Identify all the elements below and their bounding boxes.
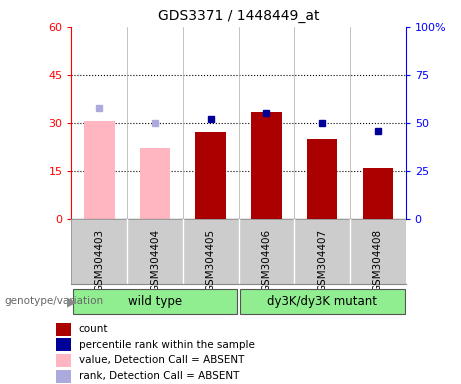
Text: GSM304408: GSM304408 xyxy=(373,229,383,292)
Text: rank, Detection Call = ABSENT: rank, Detection Call = ABSENT xyxy=(79,371,239,381)
Text: genotype/variation: genotype/variation xyxy=(5,296,104,306)
Bar xyxy=(307,139,337,219)
Bar xyxy=(195,132,226,219)
Bar xyxy=(362,168,393,219)
Text: GSM304403: GSM304403 xyxy=(95,229,104,292)
Text: ▶: ▶ xyxy=(67,295,77,308)
Text: wild type: wild type xyxy=(128,295,182,308)
Bar xyxy=(127,219,183,284)
Bar xyxy=(294,219,350,284)
Bar xyxy=(56,370,71,383)
Bar xyxy=(84,121,115,219)
Text: GSM304407: GSM304407 xyxy=(317,229,327,292)
Bar xyxy=(238,219,294,284)
Bar xyxy=(140,149,170,219)
Text: count: count xyxy=(79,324,108,334)
Bar xyxy=(350,219,406,284)
Text: dy3K/dy3K mutant: dy3K/dy3K mutant xyxy=(267,295,377,308)
FancyBboxPatch shape xyxy=(72,288,237,314)
Text: GSM304405: GSM304405 xyxy=(206,229,216,292)
Bar xyxy=(183,219,238,284)
Bar xyxy=(56,323,71,336)
Text: GSM304404: GSM304404 xyxy=(150,229,160,292)
Bar xyxy=(71,219,127,284)
Text: percentile rank within the sample: percentile rank within the sample xyxy=(79,340,255,350)
Text: value, Detection Call = ABSENT: value, Detection Call = ABSENT xyxy=(79,356,244,366)
Title: GDS3371 / 1448449_at: GDS3371 / 1448449_at xyxy=(158,9,319,23)
Text: GSM304406: GSM304406 xyxy=(261,229,272,292)
Bar xyxy=(251,112,282,219)
FancyBboxPatch shape xyxy=(240,288,405,314)
Bar xyxy=(56,354,71,367)
Bar xyxy=(56,338,71,351)
